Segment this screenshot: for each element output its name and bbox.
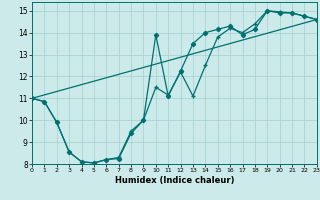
X-axis label: Humidex (Indice chaleur): Humidex (Indice chaleur) bbox=[115, 176, 234, 185]
